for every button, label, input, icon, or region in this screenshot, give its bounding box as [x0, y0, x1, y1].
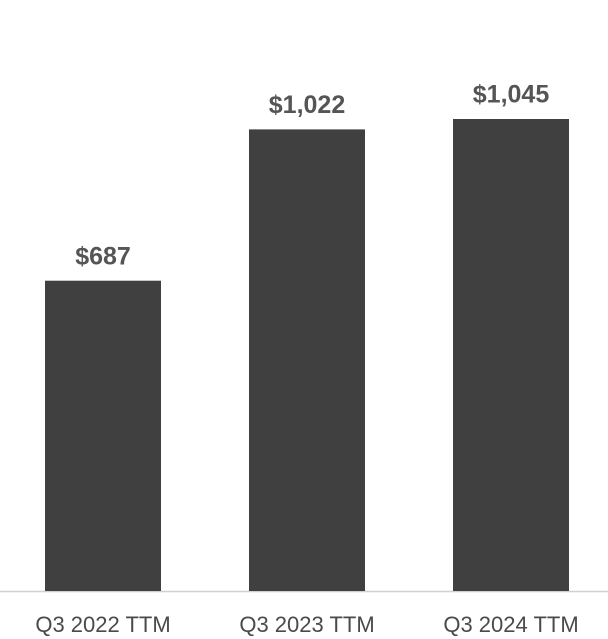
- x-tick-label: Q3 2024 TTM: [443, 612, 578, 637]
- bar: [249, 129, 365, 591]
- x-tick-label: Q3 2022 TTM: [35, 612, 170, 637]
- value-label: $687: [75, 242, 131, 270]
- bar: [453, 119, 569, 591]
- value-label: $1,045: [473, 81, 550, 109]
- value-label: $1,022: [269, 91, 345, 119]
- bar: [45, 280, 161, 591]
- x-tick-label: Q3 2023 TTM: [239, 612, 374, 637]
